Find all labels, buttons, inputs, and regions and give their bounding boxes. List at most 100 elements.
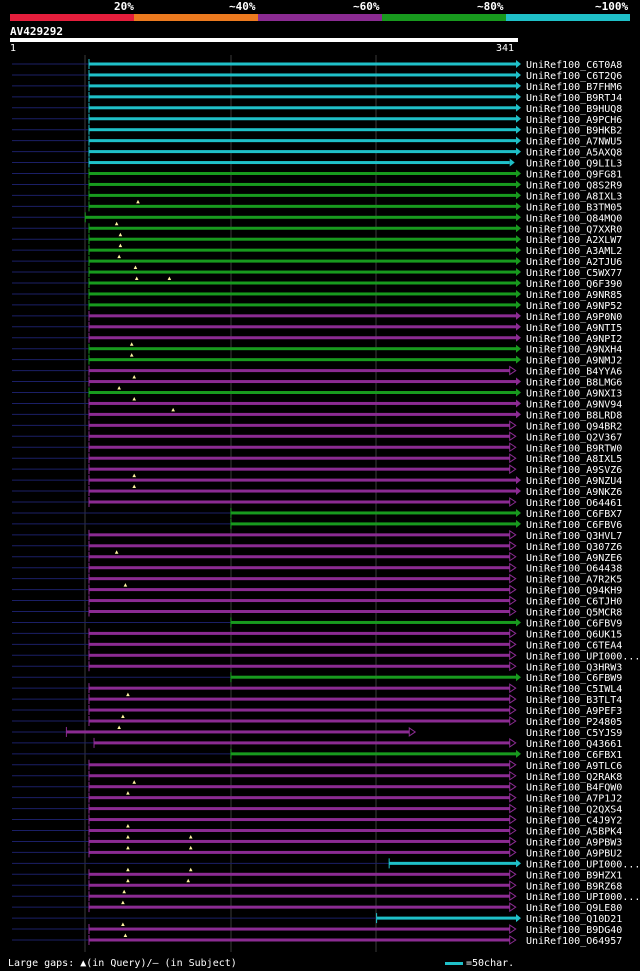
hit-bar [89,182,516,186]
hit-end-arrow [509,365,517,376]
hit-label: UniRef100_Q94KH9 [526,586,622,597]
hit-end-arrow [516,103,521,112]
hit-label: UniRef100_Q5MCR8 [526,608,622,619]
hit-bar [230,620,516,624]
hit-label: UniRef100_O64461 [526,498,622,509]
hit-end-arrow [509,759,517,770]
hit-bar [66,730,410,734]
hit-bar [85,215,516,219]
hit-end-arrow [509,924,517,934]
hit-label: UniRef100_A9NP52 [526,301,622,312]
hit-label: UniRef100_C6TJH0 [526,597,622,608]
scale-label: =50char. [466,958,515,969]
hit-label: UniRef100_A5BPK4 [526,827,622,838]
hit-label: UniRef100_C6T0A8 [526,60,622,71]
hit-bar [230,675,516,679]
hit-bar [89,434,510,438]
legend-band [10,14,134,21]
hit-end-arrow [509,683,517,694]
query-gap-marker [114,221,119,226]
hit-end-arrow [516,60,521,68]
hit-bar [89,358,516,362]
legend-label: ~60% [353,0,380,13]
hit-end-arrow [516,70,521,79]
hit-end-arrow [509,814,517,825]
hit-end-arrow [516,399,521,408]
hit-label: UniRef100_A9NZU4 [526,476,622,487]
hit-label: UniRef100_A9TLC6 [526,761,622,772]
hit-bar [89,237,516,241]
ruler-end-label: 341 [496,43,515,54]
query-gap-marker [126,867,130,872]
query-gap-marker [132,473,137,478]
query-gap-marker [132,780,137,784]
query-gap-marker [114,550,119,554]
hit-label: UniRef100_A9NV94 [526,399,622,410]
hit-label: UniRef100_Q2QXS4 [526,805,622,816]
hit-end-arrow [509,694,517,705]
hit-bar [89,259,516,263]
query-gap-marker [126,824,130,828]
hit-label: UniRef100_A9P0N0 [526,312,622,323]
hit-end-arrow [509,792,517,803]
hit-label: UniRef100_A9PCH6 [526,115,622,126]
legend-label: ~100% [595,0,629,13]
hit-label: UniRef100_A9NZE6 [526,553,622,564]
hit-end-arrow [516,125,521,134]
legend-band [134,14,258,21]
hit-label: UniRef100_C5IWL4 [526,684,622,695]
query-id: AV429292 [10,25,63,38]
hit-label: UniRef100_B8LMG6 [526,378,622,389]
hit-end-arrow [509,420,517,431]
hit-label: UniRef100_B9DG40 [526,925,622,936]
legend-band [506,14,630,21]
hit-label: UniRef100_UPI000... [526,892,640,903]
hit-bar [89,938,510,942]
hit-end-arrow [516,322,521,331]
hit-label: UniRef100_Q7XXR0 [526,224,622,235]
query-gap-marker [126,845,130,850]
hit-end-arrow [509,573,517,584]
hit-bar [89,818,510,822]
hit-end-arrow [516,180,521,189]
hit-end-arrow [509,825,517,836]
hit-label: UniRef100_A9NXH4 [526,345,622,356]
hit-label: UniRef100_C6FBX1 [526,750,622,761]
hit-label: UniRef100_A9NR85 [526,290,622,301]
hit-label: UniRef100_A9NPI2 [526,334,622,345]
hit-end-arrow [509,442,517,453]
hit-label: UniRef100_Q84MQ0 [526,213,622,224]
hit-end-arrow [509,562,517,573]
hit-bar [89,106,516,110]
hit-label: UniRef100_B3TM05 [526,202,622,213]
hit-bar [89,204,516,208]
hit-end-arrow [509,935,517,945]
hit-label: UniRef100_A8IXL5 [526,454,622,465]
hit-label: UniRef100_B9HZX1 [526,870,622,881]
hit-bar [89,150,516,154]
hit-bar [89,62,516,66]
hit-label: UniRef100_O64438 [526,564,622,575]
hit-label: UniRef100_A2TJU6 [526,257,622,268]
hit-bar [89,631,510,635]
hit-label: UniRef100_Q2RAK8 [526,772,622,783]
hit-bar [89,533,510,537]
hit-end-arrow [516,92,521,101]
hit-end-arrow [516,300,521,309]
hit-end-arrow [516,136,521,145]
hit-label: UniRef100_B9HUQ8 [526,104,622,115]
hit-bar [89,369,510,373]
hit-bar [89,292,516,296]
hit-end-arrow [509,529,517,540]
hit-label: UniRef100_A7NWU5 [526,137,622,148]
hit-end-arrow [509,453,517,464]
legend-label: ~40% [229,0,256,13]
hit-bar [89,314,516,318]
hit-bar [89,664,510,668]
ruler-start-label: 1 [10,43,17,54]
hit-end-arrow [516,169,521,178]
hit-end-arrow [516,487,521,496]
query-gap-marker [126,878,130,883]
hit-bar [89,423,510,427]
